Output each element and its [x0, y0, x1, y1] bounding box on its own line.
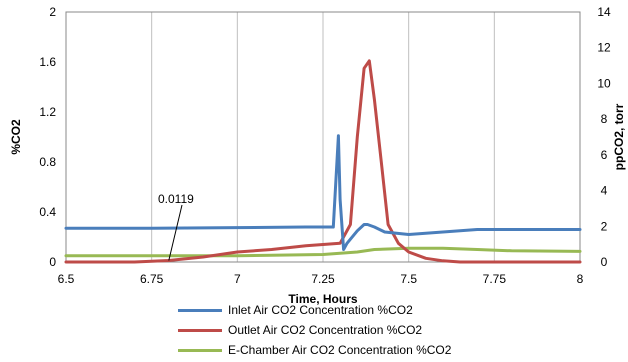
y-tick-label-left: 0.4 [39, 205, 56, 219]
y-tick-label-left: 1.6 [39, 55, 56, 69]
x-tick-label: 7.5 [400, 272, 417, 286]
series-layer [64, 59, 582, 264]
y-axis-title-right: ppCO2, torr [612, 103, 626, 170]
legend-label-outlet: Outlet Air CO2 Concentration %CO2 [228, 323, 423, 337]
gridlines [151, 12, 495, 262]
x-axis-title: Time, Hours [288, 292, 357, 306]
x-tick-label: 7.25 [311, 272, 335, 286]
y-tick-label-right: 4 [601, 184, 608, 198]
y-tick-label-right: 0 [601, 255, 608, 269]
legend-swatch-e-chamber [178, 348, 222, 352]
legend-swatch-inlet [178, 308, 222, 312]
x-tick-label: 6.75 [140, 272, 164, 286]
legend-label-e-chamber: E-Chamber Air CO2 Concentration %CO2 [228, 343, 452, 357]
legend-item-outlet: Outlet Air CO2 Concentration %CO2 [178, 320, 578, 340]
y-tick-label-left: 2 [49, 5, 56, 19]
y-tick-label-right: 12 [597, 41, 611, 55]
x-tick-label: 6.5 [58, 272, 75, 286]
series-line-1 [64, 59, 582, 264]
x-tick-label: 8 [577, 272, 584, 286]
annotation: 0.0119 [158, 192, 194, 261]
legend-item-e-chamber: E-Chamber Air CO2 Concentration %CO2 [178, 340, 578, 360]
plot-area-border [65, 11, 581, 263]
annotation-leader-line [168, 204, 183, 261]
y-axis-title-left: %CO2 [9, 119, 23, 155]
series-line-0 [64, 134, 582, 251]
y-tick-label-right: 2 [601, 219, 608, 233]
y-tick-label-left: 0.8 [39, 155, 56, 169]
y-tick-label-right: 14 [597, 5, 611, 19]
annotation-label: 0.0119 [158, 192, 194, 206]
x-tick-label: 7.75 [483, 272, 507, 286]
legend: Inlet Air CO2 Concentration %CO2 Outlet … [178, 300, 578, 360]
y-tick-label-left: 1.2 [39, 105, 56, 119]
y-tick-label-right: 10 [597, 76, 611, 90]
legend-swatch-outlet [178, 328, 222, 332]
legend-label-inlet: Inlet Air CO2 Concentration %CO2 [228, 303, 413, 317]
tick-labels: 6.5 6.75 7 7.25 7.5 7.75 8 0 0.4 0.8 1.2 1.6 2 0 2 4 6 8 1… [39, 5, 611, 286]
y-tick-label-right: 8 [601, 112, 608, 126]
x-tick-label: 7 [234, 272, 241, 286]
legend-item-inlet: Inlet Air CO2 Concentration %CO2 [178, 300, 578, 320]
y-tick-label-left: 0 [49, 255, 56, 269]
y-tick-label-right: 6 [601, 148, 608, 162]
